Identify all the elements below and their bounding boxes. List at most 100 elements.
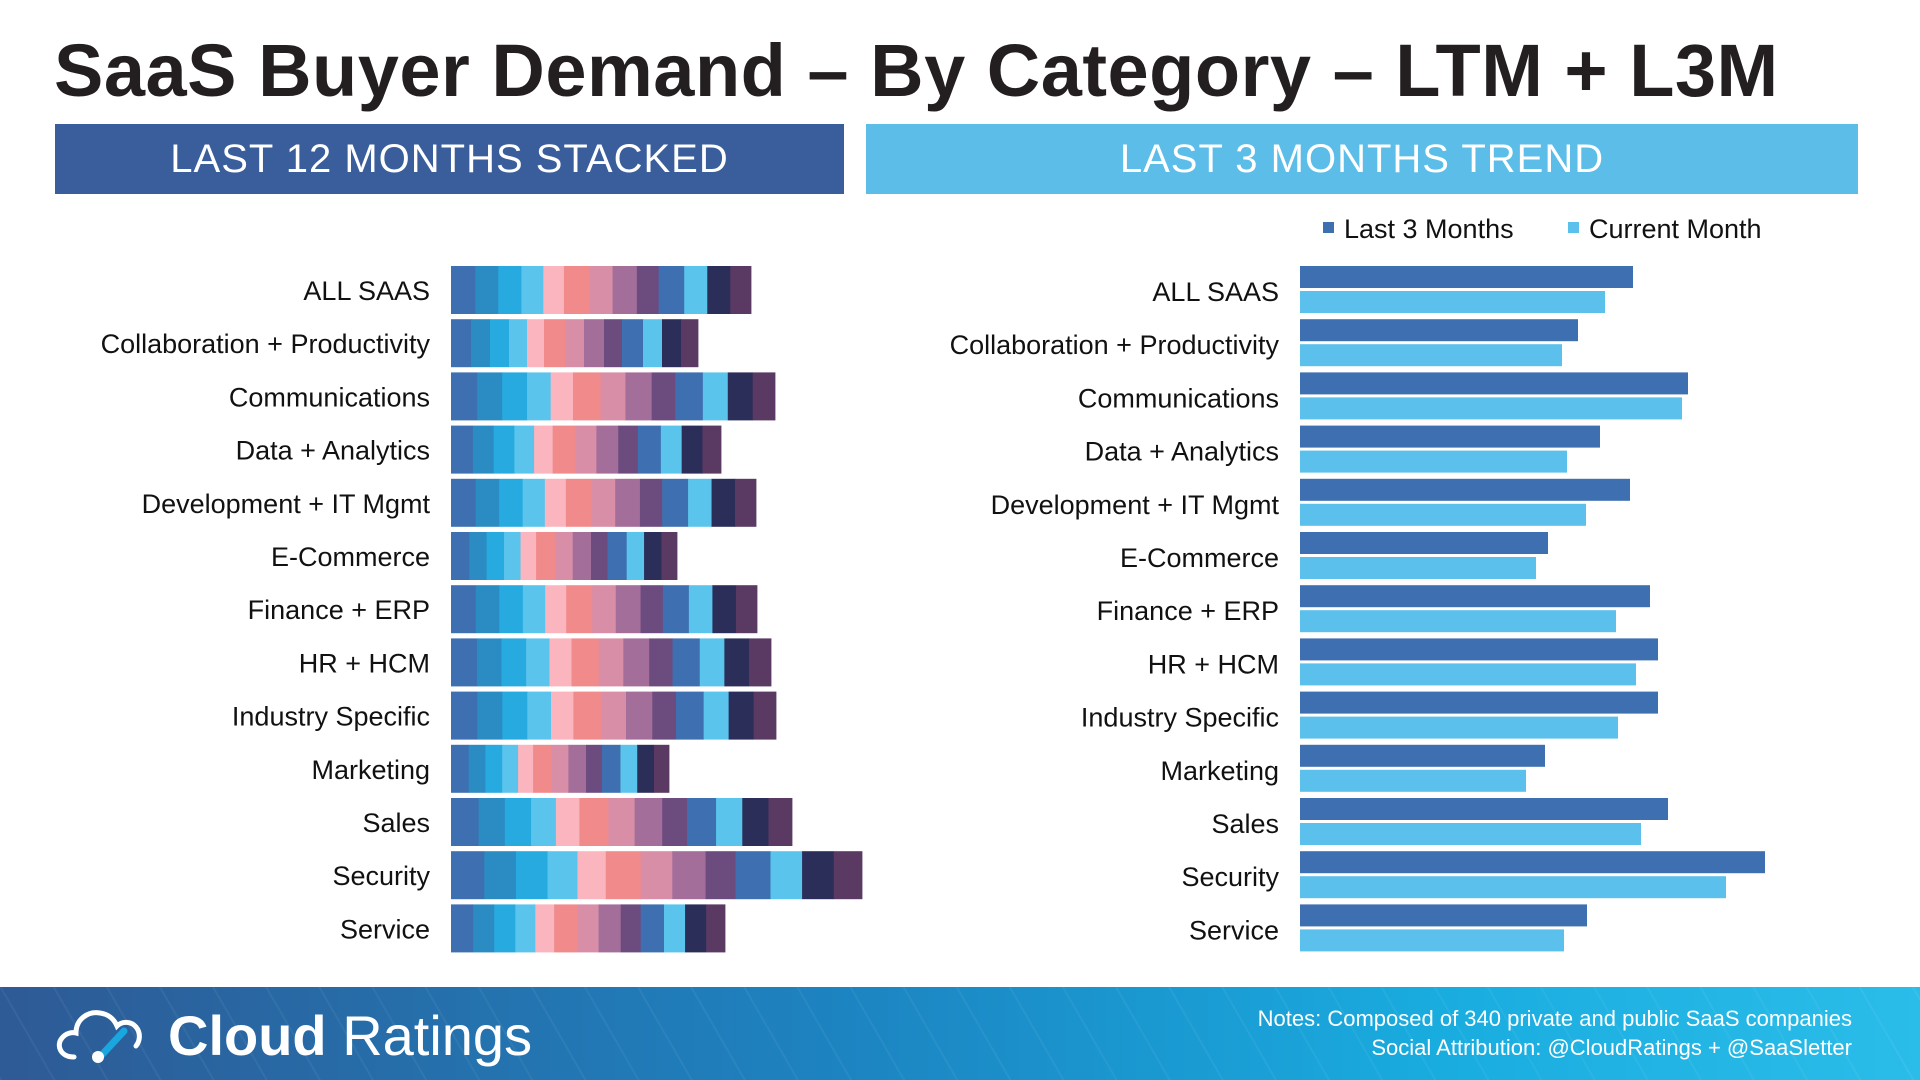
ltm-segment-collaboration-productivity-10 <box>622 319 644 368</box>
l3m-category-label: Marketing <box>1160 756 1279 786</box>
ltm-segment-sales-6 <box>579 798 609 846</box>
l3m-bar-current-month-finance-erp <box>1300 610 1616 633</box>
ltm-segment-data-analytics-3 <box>493 425 515 474</box>
ltm-segment-security-5 <box>577 851 607 900</box>
ltm-segment-industry-specific-3 <box>502 691 528 740</box>
ltm-segment-industry-specific-8 <box>626 691 653 740</box>
section-header-l3m: LAST 3 MONTHS TREND <box>866 124 1858 194</box>
footer-notes-attribution: Social Attribution: @CloudRatings + @Saa… <box>1371 1035 1852 1060</box>
l3m-category-label: Service <box>1189 915 1279 945</box>
ltm-segment-sales-11 <box>716 798 743 846</box>
l3m-trend-bar-chart: ALL SAAS Collaboration + Productivity Comm… <box>950 266 1765 952</box>
l3m-bar-current-month-marketing <box>1300 769 1526 792</box>
ltm-segment-data-analytics-9 <box>618 425 639 474</box>
ltm-category-label: Security <box>332 861 430 891</box>
l3m-category-label: E-Commerce <box>1120 543 1279 573</box>
ltm-segment-development-it-mgmt-13 <box>735 478 757 527</box>
ltm-segment-industry-specific-11 <box>703 691 730 740</box>
ltm-segment-security-3 <box>515 851 548 900</box>
l3m-category-label: HR + HCM <box>1148 649 1279 679</box>
ltm-segment-security-11 <box>770 851 803 900</box>
ltm-segment-data-analytics-4 <box>514 425 535 474</box>
ltm-segment-industry-specific-2 <box>477 691 503 740</box>
ltm-segment-security-12 <box>802 851 835 900</box>
ltm-segment-sales-3 <box>504 798 532 846</box>
ltm-segment-development-it-mgmt-8 <box>615 478 641 527</box>
l3m-category-label: Security <box>1181 862 1279 892</box>
l3m-category-label: Sales <box>1211 809 1279 839</box>
l3m-bar-current-month-data-analytics <box>1300 450 1567 473</box>
ltm-segment-service-5 <box>535 904 555 953</box>
ltm-category-label: HR + HCM <box>299 648 430 678</box>
footer-notes-composition: Notes: Composed of 340 private and publi… <box>1257 1006 1852 1031</box>
ltm-segment-all-saas-5 <box>543 266 565 314</box>
l3m-bar-current-month-all-saas <box>1300 291 1605 313</box>
ltm-segment-marketing-10 <box>601 744 621 793</box>
charts-canvas: ALL SAAS Collaboration + Productivity Comm… <box>101 214 1765 953</box>
ltm-segment-communications-1 <box>451 372 478 421</box>
ltm-segment-collaboration-productivity-5 <box>527 319 545 368</box>
ltm-segment-communications-9 <box>651 372 676 421</box>
ltm-category-label: Collaboration + Productivity <box>101 329 431 359</box>
ltm-segment-finance-erp-11 <box>688 585 713 634</box>
ltm-segment-e-commerce-8 <box>572 532 592 580</box>
ltm-segment-industry-specific-7 <box>601 691 627 740</box>
ltm-segment-service-1 <box>451 904 474 953</box>
ltm-segment-data-analytics-8 <box>596 425 619 474</box>
l3m-bar-last-3-months-e-commerce <box>1300 532 1548 554</box>
ltm-segment-development-it-mgmt-10 <box>662 478 689 527</box>
ltm-segment-all-saas-1 <box>451 266 476 314</box>
l3m-bar-last-3-months-all-saas <box>1300 266 1633 288</box>
ltm-segment-finance-erp-9 <box>640 585 664 634</box>
ltm-segment-industry-specific-9 <box>652 691 677 740</box>
ltm-segment-marketing-7 <box>551 744 569 793</box>
ltm-segment-all-saas-4 <box>521 266 544 314</box>
ltm-segment-collaboration-productivity-11 <box>643 319 663 368</box>
footer-notes: Notes: Composed of 340 private and publi… <box>1258 1004 1852 1062</box>
ltm-segment-marketing-9 <box>586 744 603 793</box>
section-header-ltm: LAST 12 MONTHS STACKED <box>55 124 844 194</box>
ltm-segment-e-commerce-12 <box>644 532 662 580</box>
ltm-segment-service-6 <box>554 904 578 953</box>
ltm-segment-communications-13 <box>752 372 776 421</box>
ltm-segment-collaboration-productivity-13 <box>681 319 699 368</box>
ltm-segment-development-it-mgmt-5 <box>544 478 567 527</box>
l3m-bar-current-month-hr-hcm <box>1300 663 1636 686</box>
ltm-segment-security-2 <box>484 851 517 900</box>
l3m-bar-current-month-communications <box>1300 397 1682 420</box>
l3m-bar-last-3-months-marketing <box>1300 744 1545 767</box>
ltm-segment-data-analytics-10 <box>637 425 662 474</box>
ltm-segment-communications-8 <box>625 372 653 421</box>
footer-pattern <box>0 987 1920 1080</box>
ltm-segment-e-commerce-7 <box>555 532 574 580</box>
l3m-category-label: Finance + ERP <box>1097 596 1279 626</box>
ltm-category-label: Communications <box>229 382 430 412</box>
ltm-segment-development-it-mgmt-7 <box>591 478 616 527</box>
ltm-segment-all-saas-11 <box>684 266 708 314</box>
ltm-segment-finance-erp-7 <box>592 585 617 634</box>
ltm-stacked-bar-chart: ALL SAAS Collaboration + Productivity Comm… <box>101 266 863 953</box>
cloud-gauge-logo-icon <box>56 1010 142 1063</box>
ltm-segment-communications-5 <box>550 372 574 421</box>
ltm-segment-development-it-mgmt-6 <box>565 478 593 527</box>
ltm-segment-hr-hcm-2 <box>476 638 502 687</box>
ltm-segment-finance-erp-4 <box>522 585 546 634</box>
brand-name-bold: Cloud <box>168 1004 327 1067</box>
ltm-segment-data-analytics-2 <box>472 425 495 474</box>
ltm-segment-marketing-6 <box>533 744 553 793</box>
ltm-segment-all-saas-8 <box>612 266 638 314</box>
ltm-category-label: ALL SAAS <box>303 276 430 306</box>
ltm-segment-sales-1 <box>451 798 480 846</box>
ltm-segment-collaboration-productivity-3 <box>490 319 510 368</box>
l3m-bar-last-3-months-hr-hcm <box>1300 638 1658 661</box>
ltm-segment-finance-erp-6 <box>566 585 593 634</box>
ltm-segment-data-analytics-11 <box>660 425 683 474</box>
ltm-segment-communications-2 <box>477 372 503 421</box>
ltm-category-label: Industry Specific <box>232 702 430 732</box>
ltm-segment-data-analytics-12 <box>681 425 703 474</box>
ltm-segment-security-4 <box>547 851 578 900</box>
l3m-bar-current-month-development-it-mgmt <box>1300 503 1586 526</box>
ltm-segment-marketing-8 <box>568 744 587 793</box>
ltm-segment-data-analytics-7 <box>575 425 597 474</box>
ltm-segment-all-saas-12 <box>707 266 731 314</box>
